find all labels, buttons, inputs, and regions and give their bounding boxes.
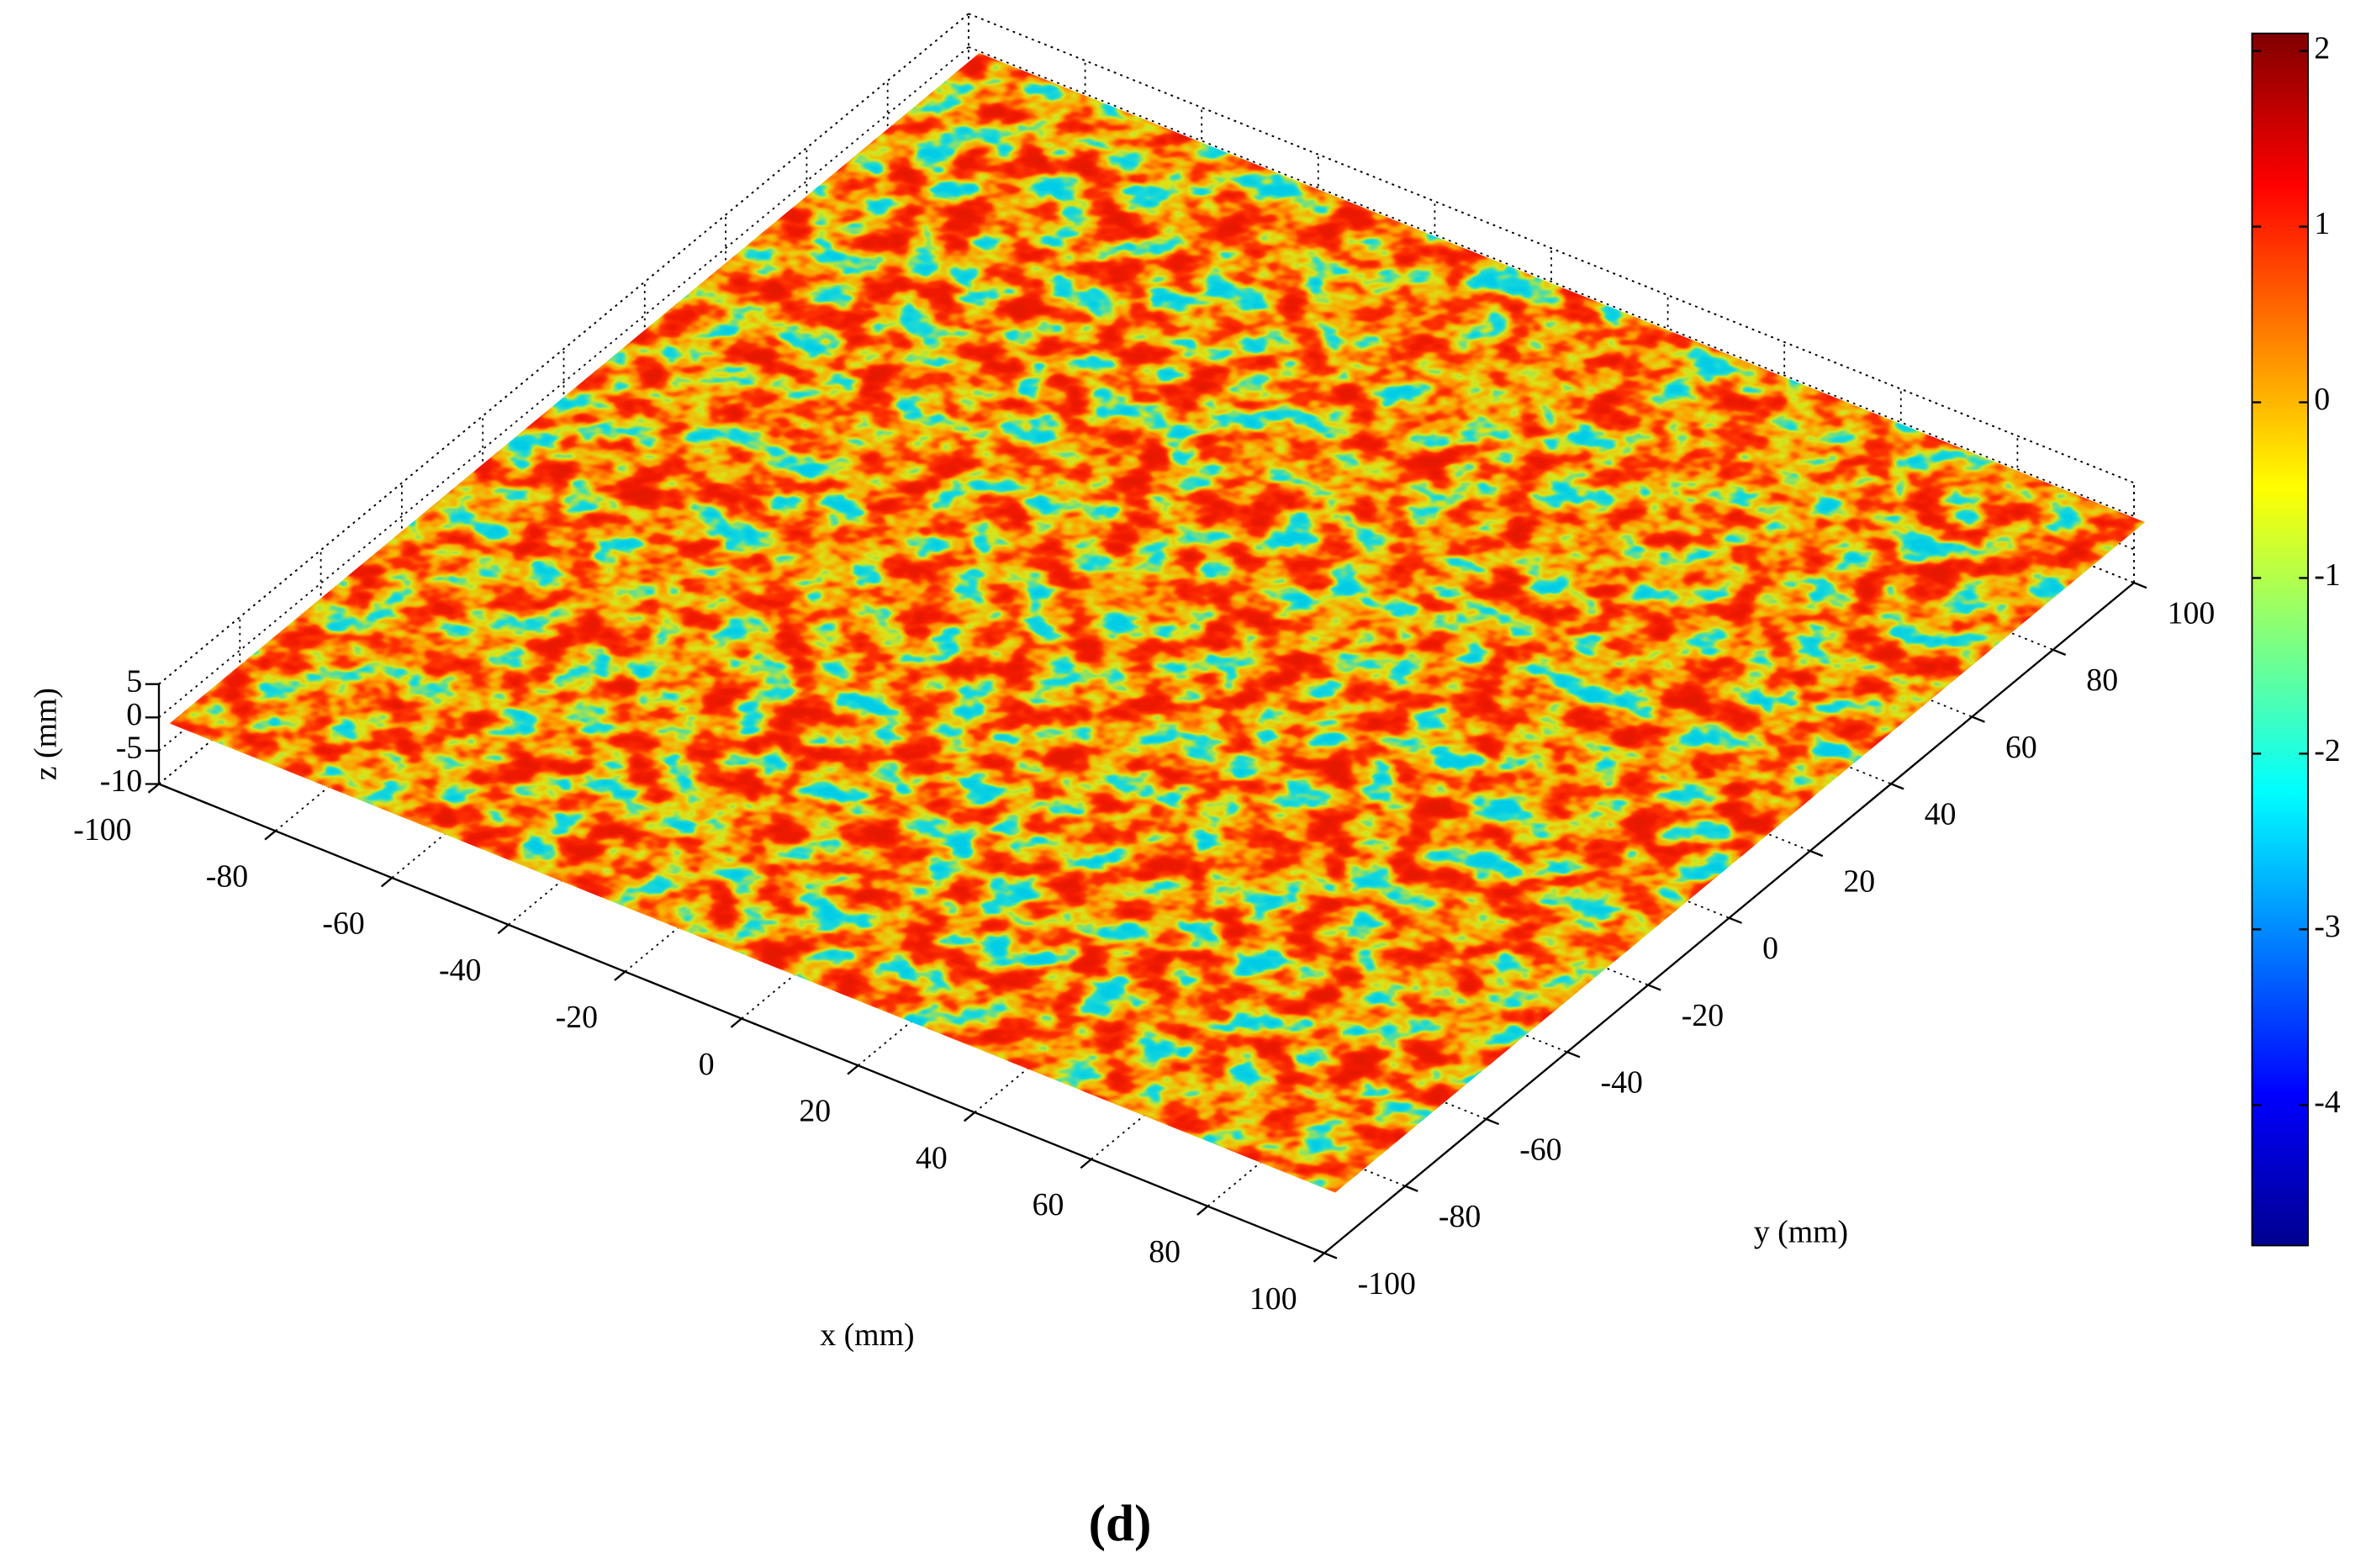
y-tick-label: -60: [1519, 1132, 1561, 1167]
y-tick: [1809, 849, 1824, 858]
colorbar-tick-label: -1: [2314, 557, 2341, 593]
y-tick-label: -20: [1682, 998, 1724, 1033]
x-tick: [730, 1017, 742, 1028]
y-tick: [1404, 1185, 1418, 1192]
x-tick-label: 60: [1033, 1187, 1064, 1222]
z-tick-label: 0: [126, 697, 142, 732]
z-tick-label: 5: [126, 663, 142, 699]
z-axis-label: z (mm): [28, 688, 63, 780]
y-tick-label: 0: [1762, 931, 1778, 966]
y-tick-label: 80: [2086, 663, 2118, 698]
caption: (d): [1089, 1495, 1152, 1552]
y-tick: [1486, 1117, 1500, 1126]
x-tick: [847, 1064, 859, 1075]
x-tick: [963, 1111, 975, 1122]
y-tick-label: 20: [1843, 863, 1875, 899]
colorbar-tick-label: 0: [2314, 382, 2330, 417]
y-tick-label: 100: [2168, 595, 2216, 631]
x-axis-label: x (mm): [820, 1317, 914, 1353]
y-tick: [1729, 916, 1742, 924]
z-tick-label: -10: [100, 763, 142, 799]
x-tick-label: 40: [916, 1140, 948, 1175]
y-tick: [1647, 984, 1661, 991]
x-tick: [1313, 1252, 1325, 1263]
y-tick-label: -80: [1439, 1199, 1481, 1234]
x-tick-label: 100: [1249, 1281, 1297, 1317]
grid-line: [158, 46, 969, 718]
surface: [169, 53, 2145, 1193]
x-tick-label: 80: [1149, 1234, 1180, 1270]
colorbar: [2251, 32, 2309, 1247]
x-tick: [497, 923, 510, 935]
x-tick: [1196, 1205, 1209, 1216]
colorbar-tick-label: -3: [2314, 909, 2341, 944]
colorbar-tick-label: 2: [2314, 30, 2330, 66]
y-tick: [1890, 783, 1904, 790]
surface-texture: [169, 53, 2145, 1193]
x-tick: [264, 830, 277, 841]
y-tick-label: -40: [1601, 1065, 1643, 1101]
colorbar-tick-label: -4: [2314, 1085, 2341, 1120]
y-tick-label: 40: [1925, 797, 1957, 832]
x-tick: [380, 877, 393, 888]
x-tick: [614, 970, 626, 981]
y-tick: [1971, 715, 1985, 723]
grid-line: [968, 46, 2135, 517]
x-tick: [147, 783, 160, 794]
y-tick: [2133, 582, 2147, 589]
y-tick-label: 60: [2005, 730, 2037, 765]
x-tick-label: -20: [556, 1000, 598, 1035]
x-tick-label: 0: [699, 1047, 715, 1082]
box-edge: [968, 13, 2135, 484]
y-tick: [1323, 1252, 1338, 1259]
colorbar-tick-label: -2: [2314, 733, 2341, 768]
x-tick-label: -40: [439, 953, 481, 988]
y-axis-label: y (mm): [1754, 1215, 1848, 1250]
x-tick-label: -60: [322, 905, 364, 941]
x-tick-label: -100: [73, 812, 131, 847]
y-tick-label: -100: [1358, 1266, 1416, 1301]
y-tick: [2052, 648, 2067, 656]
x-tick: [1080, 1158, 1092, 1169]
colorbar-tick-label: 1: [2314, 206, 2330, 241]
box-edge: [158, 13, 969, 685]
y-tick: [1566, 1051, 1581, 1059]
z-tick-label: -5: [116, 731, 143, 766]
x-tick-label: -80: [206, 859, 248, 895]
x-tick-label: 20: [799, 1094, 831, 1129]
